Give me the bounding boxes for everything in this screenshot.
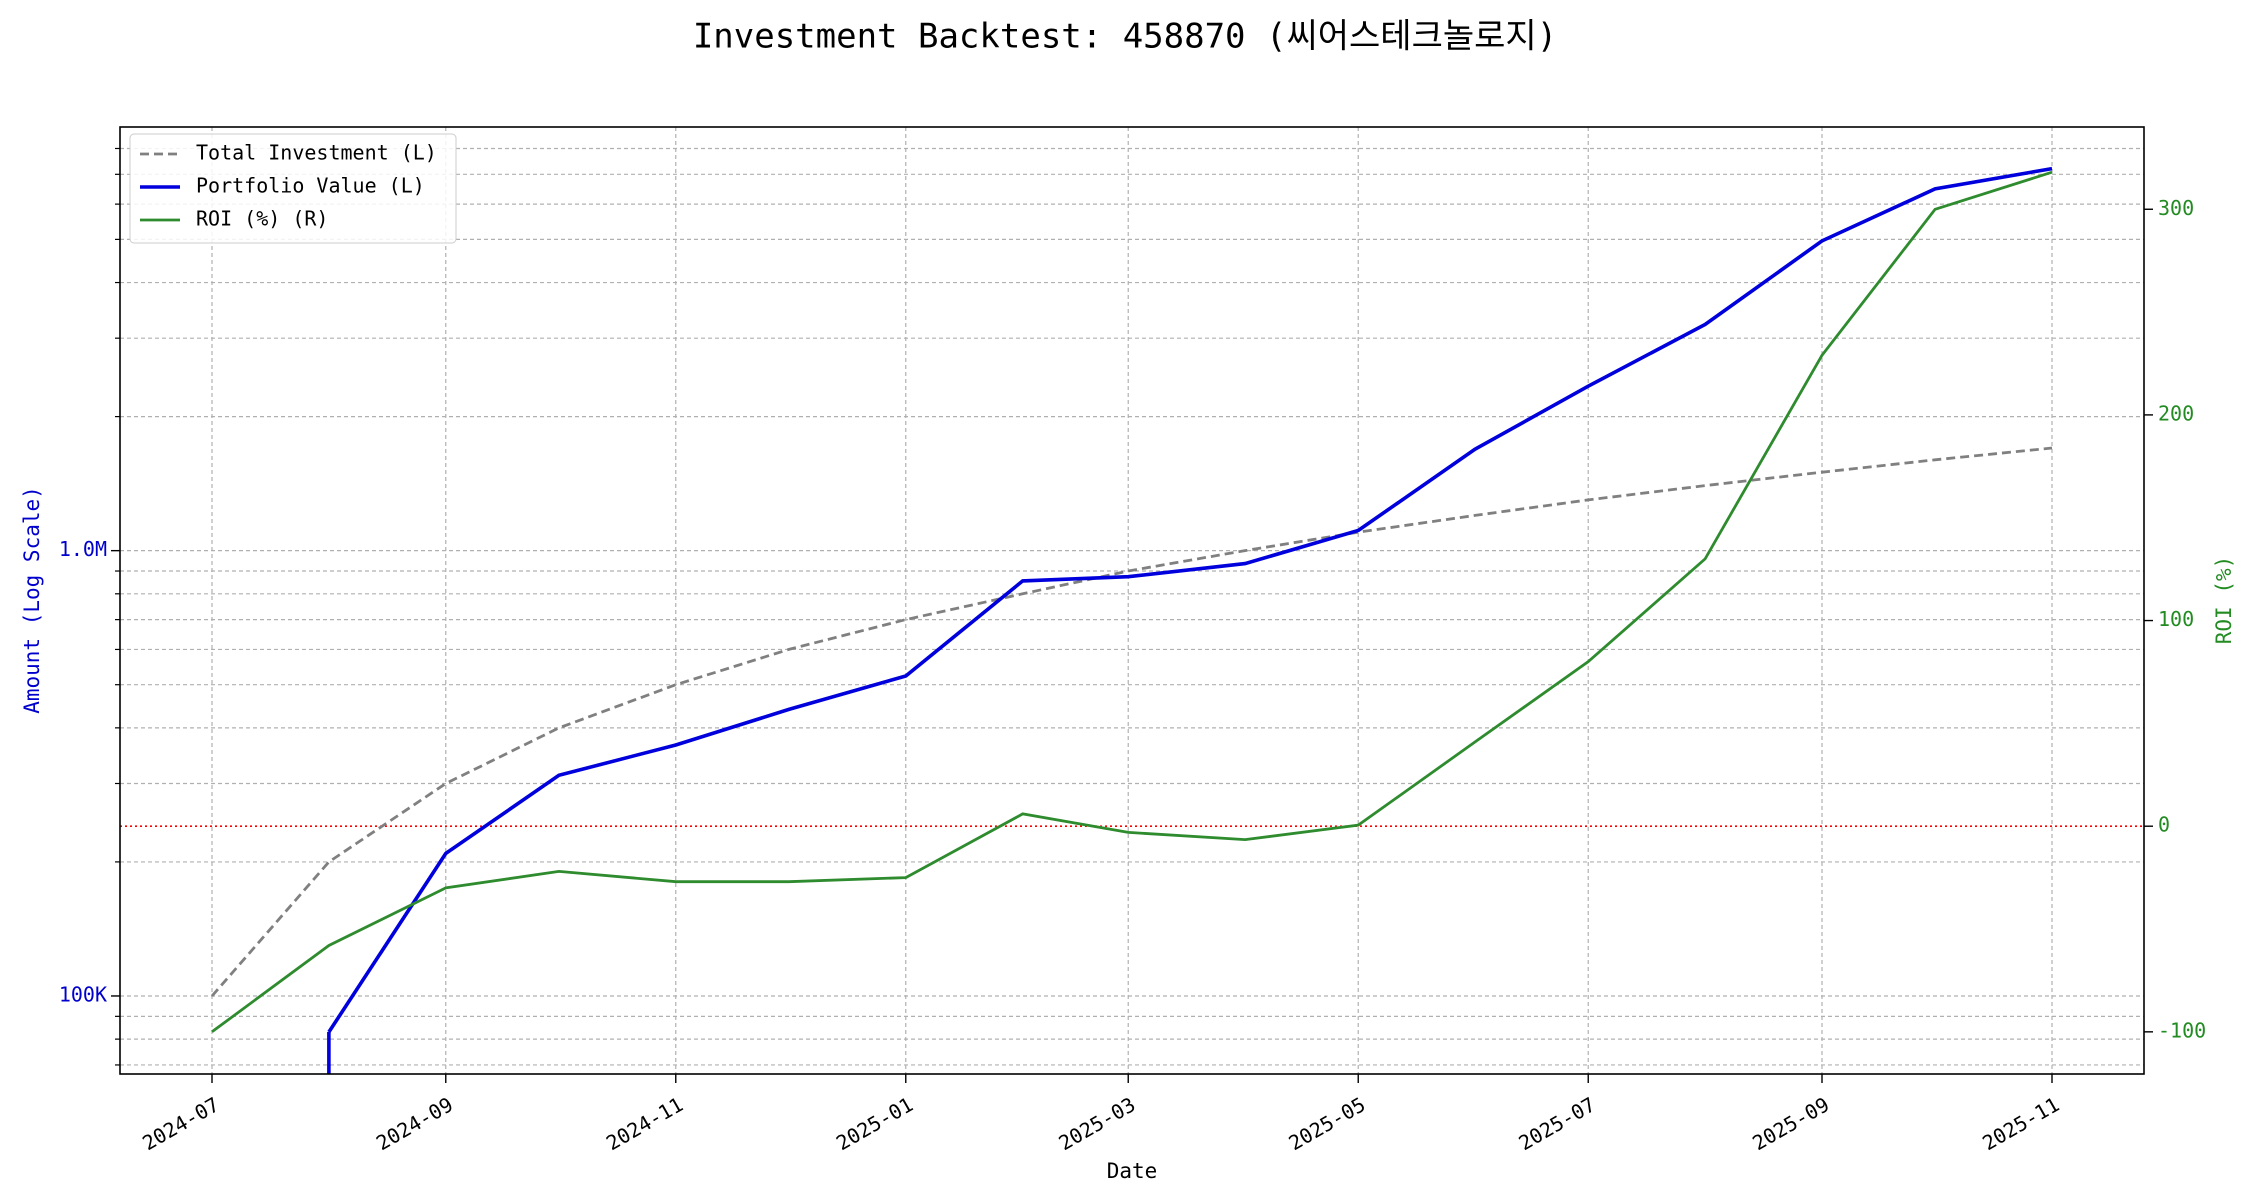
y2-tick-label: -100 xyxy=(2158,1018,2206,1042)
x-axis-label: Date xyxy=(1107,1159,1158,1183)
y2-tick-label: 300 xyxy=(2158,196,2194,220)
x-tick-label: 2025-09 xyxy=(1748,1092,1833,1155)
y2-tick-label: 200 xyxy=(2158,401,2194,425)
x-tick-label: 2025-11 xyxy=(1978,1092,2063,1155)
legend-box xyxy=(129,133,457,244)
x-tick-label: 2025-01 xyxy=(832,1092,917,1155)
y2-tick-label: 0 xyxy=(2158,813,2170,837)
y2-axis-label: ROI (%) xyxy=(2212,556,2236,645)
series-line xyxy=(211,170,2053,1033)
grid xyxy=(120,127,2144,1074)
series-line xyxy=(210,446,2053,997)
legend-label: Portfolio Value (L) xyxy=(196,174,425,198)
series-line xyxy=(327,166,2053,1033)
x-tick-label: 2025-07 xyxy=(1514,1092,1599,1155)
y-axis-label: Amount (Log Scale) xyxy=(20,486,44,714)
plot-frame xyxy=(119,126,2145,1075)
y2-tick-label: 100 xyxy=(2158,607,2194,631)
x-tick-label: 2025-05 xyxy=(1284,1092,1369,1155)
y-tick-label: 1.0M xyxy=(59,537,107,561)
plot-area xyxy=(210,166,2053,1074)
y-tick-label: 100K xyxy=(59,982,107,1006)
x-tick-label: 2024-11 xyxy=(602,1092,687,1155)
x-tick-label: 2024-09 xyxy=(372,1092,457,1155)
legend-label: Total Investment (L) xyxy=(196,141,437,165)
legend-label: ROI (%) (R) xyxy=(196,207,328,231)
x-tick-label: 2025-03 xyxy=(1054,1092,1139,1155)
chart-title: Investment Backtest: 458870 (씨어스테크놀로지) xyxy=(693,17,1557,57)
x-tick-label: 2024-07 xyxy=(138,1092,223,1155)
